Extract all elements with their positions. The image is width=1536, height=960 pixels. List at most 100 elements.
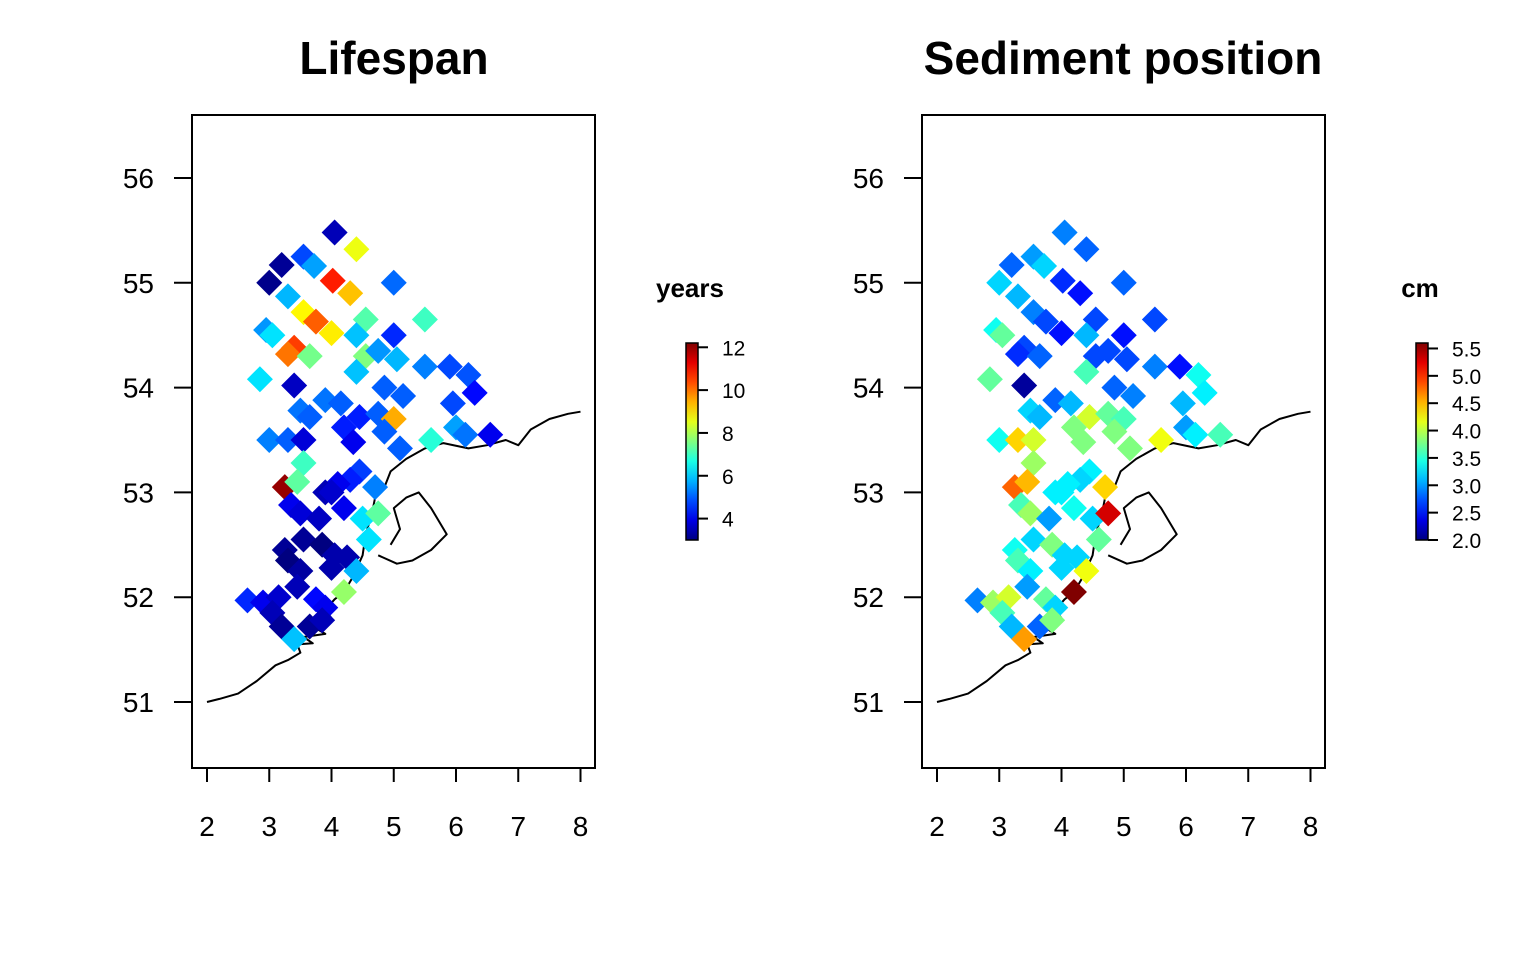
sediment-data-point xyxy=(1004,283,1031,310)
sediment-data-point xyxy=(986,427,1013,453)
sediment-data-point xyxy=(1048,479,1075,506)
sediment-legend-tick-label: 2.0 xyxy=(1452,530,1481,553)
lifespan-legend-tick-label: 8 xyxy=(722,423,734,446)
sediment-data-point xyxy=(1101,418,1128,445)
lifespan-legend-tick-label: 4 xyxy=(722,509,734,532)
lifespan-data-point xyxy=(340,429,367,456)
sediment-y-tick-label: 56 xyxy=(853,163,884,194)
sediment-data-point xyxy=(1073,322,1100,349)
lifespan-data-point xyxy=(274,283,301,310)
sediment-legend-tick-label: 2.5 xyxy=(1452,503,1481,526)
lifespan-data-point xyxy=(318,479,345,506)
sediment-data-point xyxy=(1113,346,1140,373)
sediment-data-point xyxy=(1049,267,1076,294)
lifespan-data-point xyxy=(380,269,407,296)
lifespan-y-tick-label: 54 xyxy=(123,373,154,404)
sediment-y-tick-label: 51 xyxy=(853,687,884,718)
lifespan-data-point xyxy=(477,421,504,448)
lifespan-legend-tick-label: 12 xyxy=(722,337,745,360)
sediment-position-title: Sediment position xyxy=(924,32,1323,84)
sediment-data-point xyxy=(989,322,1016,349)
lifespan-legend-tick-label: 6 xyxy=(722,466,734,489)
sediment-data-point xyxy=(1070,429,1097,456)
lifespan-data-point xyxy=(461,379,488,406)
lifespan-data-point xyxy=(318,554,345,581)
lifespan-x-tick-label: 8 xyxy=(573,811,589,842)
sediment-data-point xyxy=(1110,322,1137,349)
sediment-inland-coastline xyxy=(1107,491,1178,565)
sediment-plot-area xyxy=(936,219,1311,703)
lifespan-plot-area xyxy=(206,219,581,703)
sediment-x-tick-label: 8 xyxy=(1303,811,1319,842)
lifespan-data-point xyxy=(274,341,301,368)
lifespan-data-point xyxy=(330,578,357,605)
lifespan-data-point xyxy=(327,390,354,417)
sediment-color-legend-bar xyxy=(1415,342,1429,541)
lifespan-data-point xyxy=(386,435,413,462)
sediment-y-tick-label: 54 xyxy=(853,373,884,404)
sediment-data-point xyxy=(1095,500,1122,527)
lifespan-x-tick-label: 5 xyxy=(386,811,402,842)
sediment-data-point xyxy=(1004,341,1031,368)
sediment-data-point xyxy=(1060,578,1087,605)
lifespan-data-point xyxy=(452,421,479,448)
lifespan-data-point xyxy=(418,427,445,453)
lifespan-data-point xyxy=(330,495,357,522)
sediment-x-tick-label: 3 xyxy=(991,811,1007,842)
lifespan-data-point xyxy=(371,374,398,401)
lifespan-data-point xyxy=(284,573,311,600)
lifespan-y-tick-label: 53 xyxy=(123,477,154,508)
lifespan-y-tick-label: 56 xyxy=(123,163,154,194)
lifespan-data-point xyxy=(321,219,348,246)
lifespan-data-point xyxy=(274,427,301,453)
sediment-legend-tick-label: 4.5 xyxy=(1452,393,1481,416)
sediment-legend-tick-label: 4.0 xyxy=(1452,421,1481,444)
lifespan-data-point xyxy=(380,322,407,349)
lifespan-data-point xyxy=(259,322,286,349)
lifespan-data-point xyxy=(383,346,410,373)
lifespan-color-legend-bar xyxy=(685,342,699,541)
sediment-y-tick-label: 55 xyxy=(853,268,884,299)
lifespan-data-point xyxy=(411,306,438,333)
lifespan-data-point xyxy=(234,587,261,614)
lifespan-x-tick-label: 6 xyxy=(448,811,464,842)
sediment-data-point xyxy=(1110,269,1137,296)
lifespan-data-point xyxy=(309,607,336,634)
lifespan-data-point xyxy=(296,343,323,370)
lifespan-data-point xyxy=(281,372,308,399)
sediment-data-point xyxy=(1026,343,1053,370)
sediment-data-point xyxy=(1020,526,1047,553)
lifespan-data-point xyxy=(343,236,370,263)
sediment-data-point xyxy=(1032,308,1059,335)
sediment-data-point xyxy=(1116,435,1143,462)
sediment-data-point xyxy=(1067,280,1094,307)
lifespan-data-point xyxy=(256,269,283,296)
lifespan-data-point xyxy=(296,403,323,430)
sediment-data-point xyxy=(1036,505,1063,532)
sediment-data-point xyxy=(976,366,1003,393)
lifespan-data-point xyxy=(290,427,317,453)
sediment-legend-title: cm xyxy=(1401,273,1439,303)
lifespan-data-point xyxy=(411,353,438,380)
lifespan-data-point xyxy=(287,500,314,527)
lifespan-inland-coastline xyxy=(377,491,448,565)
lifespan-data-point xyxy=(246,366,273,393)
sediment-data-point xyxy=(1166,353,1193,380)
sediment-position-panel: Sediment position 2 3 4 5 6 7 85152535455562.0… xyxy=(853,32,1481,842)
lifespan-data-point xyxy=(268,251,295,278)
sediment-legend-tick-label: 3.5 xyxy=(1452,448,1481,471)
sediment-data-point xyxy=(1014,468,1041,495)
sediment-data-point xyxy=(1073,558,1100,584)
lifespan-data-point xyxy=(301,253,328,280)
lifespan-data-point xyxy=(337,280,364,307)
lifespan-x-tick-label: 7 xyxy=(510,811,526,842)
sediment-data-point xyxy=(1182,421,1209,448)
sediment-data-point xyxy=(1141,306,1168,333)
sediment-data-point xyxy=(1057,390,1084,417)
sediment-data-point xyxy=(1048,554,1075,581)
sediment-x-tick-label: 5 xyxy=(1116,811,1132,842)
lifespan-data-point xyxy=(362,474,389,501)
